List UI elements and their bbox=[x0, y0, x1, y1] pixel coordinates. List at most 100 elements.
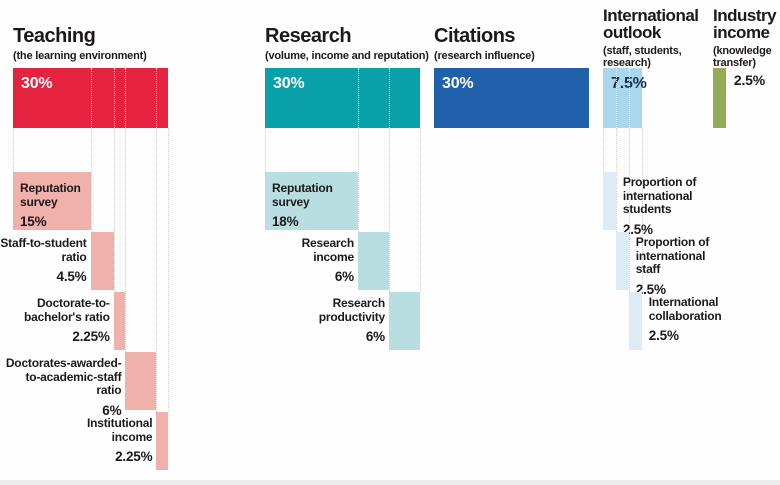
group-title-line: Research bbox=[265, 25, 352, 47]
component-bar-teaching-2 bbox=[113, 292, 126, 350]
component-percent: 2.5% bbox=[635, 281, 666, 297]
component-label-line: International bbox=[648, 295, 719, 309]
component-label: International collaboration bbox=[648, 295, 722, 323]
total-bar-divider bbox=[615, 68, 617, 128]
connector-line bbox=[113, 128, 115, 292]
connector-line bbox=[90, 128, 92, 232]
component-label-block: Doctorate-to-bachelor's ratio 2.25% bbox=[24, 296, 110, 344]
total-bar-industry-income bbox=[713, 68, 726, 128]
connector-line bbox=[265, 128, 266, 172]
total-bar-divider bbox=[113, 68, 115, 128]
total-bar-divider bbox=[389, 68, 390, 128]
component-percent: 6% bbox=[102, 402, 122, 418]
component-label-line: Staff-to-student bbox=[0, 236, 87, 250]
component-label-line: Reputation bbox=[272, 181, 333, 195]
total-bar-teaching: 30% bbox=[13, 68, 168, 128]
component-label: Proportion of international students bbox=[622, 175, 697, 217]
total-percent-label: 7.5% bbox=[611, 75, 647, 92]
component-bar-teaching-1 bbox=[90, 232, 114, 290]
component-percent: 6% bbox=[334, 269, 354, 284]
connector-line bbox=[125, 128, 127, 352]
connector-line bbox=[389, 128, 390, 292]
total-percent-label: 2.5% bbox=[733, 72, 766, 88]
component-label-block: Doctorates-awarded-to-academic-staff rati… bbox=[5, 356, 122, 418]
component-bar-international-outlook-2 bbox=[628, 292, 642, 350]
component-label-line: income bbox=[111, 429, 153, 444]
component-label-line: productivity bbox=[318, 309, 385, 324]
component-label-line: survey bbox=[272, 194, 310, 209]
component-bar-teaching-4 bbox=[156, 412, 168, 470]
component-label-line: Proportion of bbox=[635, 235, 710, 249]
component-label: Staff-to-student ratio bbox=[0, 236, 87, 264]
component-label-line: ratio bbox=[61, 249, 87, 264]
component-bar-research-1 bbox=[358, 232, 389, 290]
component-label-line: Research bbox=[332, 296, 386, 310]
component-label-line: Research bbox=[301, 236, 355, 250]
component-label-line: bachelor's ratio bbox=[24, 309, 110, 324]
total-percent-label: 30% bbox=[442, 75, 474, 92]
group-subtitle-line: (the learning environment) bbox=[13, 50, 147, 62]
group-title-line: income bbox=[713, 23, 770, 42]
component-label-block: Research productivity 6% bbox=[318, 296, 386, 344]
group-title: Citations bbox=[434, 26, 535, 46]
component-label-line: students bbox=[622, 202, 672, 216]
component-label-line: Institutional bbox=[87, 416, 153, 430]
bottom-edge-strip bbox=[0, 480, 780, 485]
total-percent-label: 30% bbox=[273, 75, 305, 92]
component-label-block: Research income 6% bbox=[301, 236, 355, 284]
total-percent-label: 30% bbox=[21, 75, 53, 92]
component-label-line: ratio bbox=[96, 383, 122, 397]
component-label-block: Proportion of international students 2.5% bbox=[622, 175, 697, 236]
component-label-line: income bbox=[313, 249, 354, 264]
component-percent: 18% bbox=[272, 214, 299, 229]
component-label-line: collaboration bbox=[648, 308, 722, 323]
connector-line bbox=[641, 128, 643, 292]
total-bar-divider bbox=[90, 68, 92, 128]
group-header: Industry income (knowledge transfer) bbox=[713, 7, 777, 69]
group-title-line: Teaching bbox=[13, 25, 96, 47]
component-label-block: Staff-to-student ratio 4.5% bbox=[0, 236, 87, 284]
component-percent: 2.5% bbox=[648, 328, 679, 343]
group-subtitle: (research influence) bbox=[434, 50, 535, 62]
connector-line bbox=[168, 128, 169, 412]
group-header: Research (volume, income and reputation) bbox=[265, 26, 429, 62]
component-label-line: Reputation bbox=[20, 181, 81, 195]
total-bar-research: 30% bbox=[265, 68, 420, 128]
total-bar-divider bbox=[125, 68, 127, 128]
component-percent: 2.25% bbox=[72, 329, 110, 344]
component-label: Reputation survey bbox=[272, 181, 358, 209]
component-label: Research productivity bbox=[318, 296, 386, 324]
connector-line bbox=[358, 128, 359, 232]
group-title-line: outlook bbox=[603, 23, 661, 42]
group-title: Teaching bbox=[13, 26, 147, 46]
component-label-block: Reputation survey 15% bbox=[13, 172, 91, 229]
component-label-line: Doctorate-to- bbox=[36, 296, 110, 310]
connector-line bbox=[13, 128, 14, 172]
group-header: Teaching (the learning environment) bbox=[13, 26, 147, 62]
group-subtitle: (staff, students, research) bbox=[603, 45, 699, 69]
component-label-block: Institutional income 2.25% bbox=[87, 416, 153, 464]
component-label-block: Reputation survey 18% bbox=[265, 172, 358, 229]
component-bar-international-outlook-0 bbox=[603, 172, 616, 230]
group-title-line: International bbox=[603, 6, 699, 25]
total-bar-international-outlook: 7.5% bbox=[603, 68, 647, 128]
component-label-block: Proportion of international staff 2.5% bbox=[635, 235, 710, 297]
component-label-line: to-academic-staff bbox=[25, 369, 122, 384]
component-bar-research-0: Reputation survey 18% bbox=[265, 172, 358, 230]
group-header: Citations (research influence) bbox=[434, 26, 535, 62]
component-label: Doctorates-awarded-to-academic-staff rati… bbox=[5, 356, 122, 398]
component-label-line: Doctorates-awarded- bbox=[5, 356, 122, 370]
group-subtitle-line: transfer) bbox=[713, 57, 756, 69]
component-label-block: International collaboration 2.5% bbox=[648, 295, 722, 343]
group-subtitle-line: (knowledge bbox=[713, 45, 772, 57]
connector-line bbox=[420, 128, 421, 292]
component-label: Research income bbox=[301, 236, 355, 264]
component-label-line: staff bbox=[635, 262, 661, 276]
component-percent: 2.25% bbox=[115, 449, 153, 464]
connector-line bbox=[615, 128, 617, 232]
